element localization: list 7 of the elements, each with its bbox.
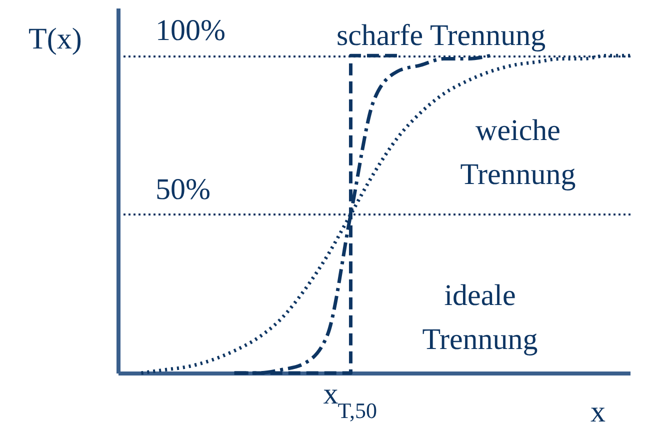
series-label: weiche Trennung [460, 114, 576, 191]
y-tick-label: 100% [156, 14, 226, 48]
y-tick-label: 50% [156, 172, 210, 206]
y-axis-title: T(x) [28, 22, 82, 56]
x-axis-title: x [590, 396, 606, 428]
text: ideale Trennung [422, 279, 538, 356]
series-label: scharfe Trennung [336, 19, 546, 52]
